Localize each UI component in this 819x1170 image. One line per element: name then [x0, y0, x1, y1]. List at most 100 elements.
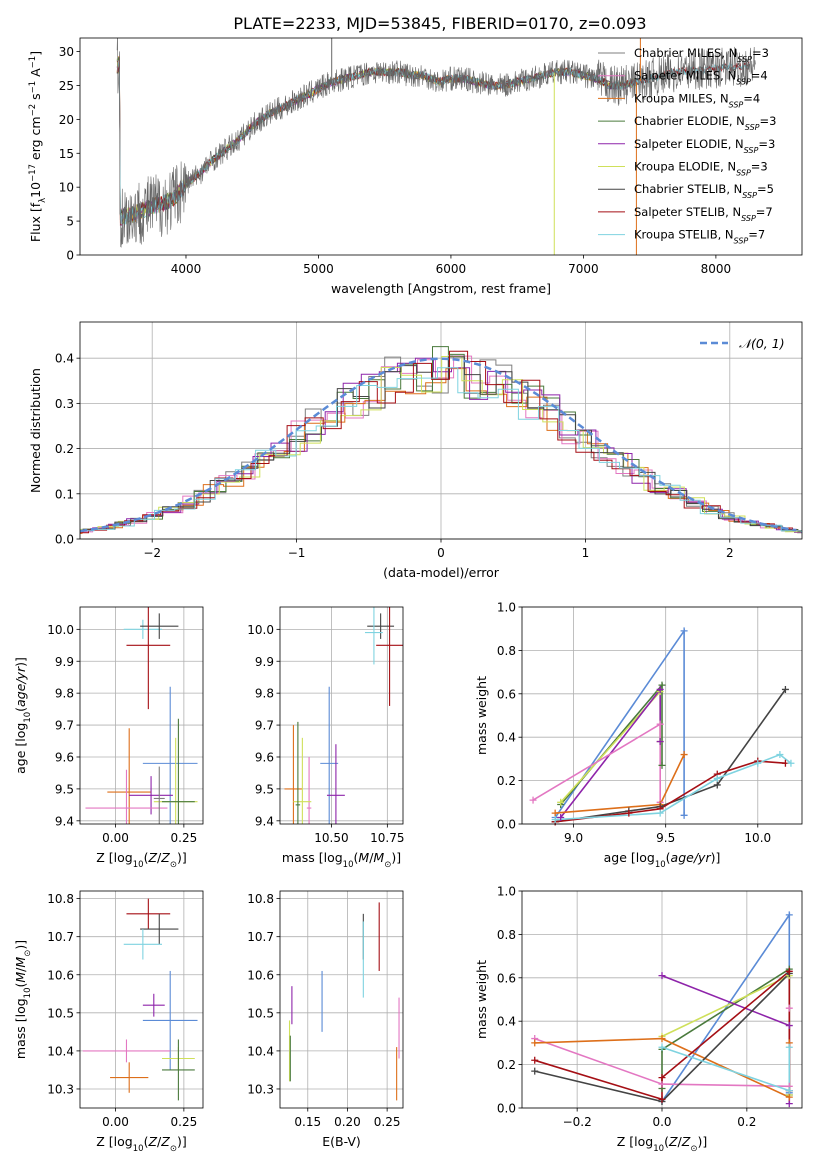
weight-marker: [656, 720, 664, 728]
errorbar-point: [295, 721, 301, 824]
y-tick-label: 10.4: [47, 1044, 74, 1058]
weight-marker: [680, 627, 688, 635]
x-tick-label: 0.00: [102, 831, 129, 845]
y-tick-label: 9.8: [55, 687, 74, 701]
legend-label: Chabrier ELODIE, NSSP=3: [634, 114, 776, 132]
x-tick-label: 9.0: [564, 831, 583, 845]
x-tick-label: 0.20: [334, 1115, 361, 1129]
spectrum-legend: Chabrier MILES, NSSP=3 Salpeter MILES, NS…: [598, 46, 776, 245]
x-tick-label: 9.5: [656, 831, 675, 845]
y-tick-label: 10.3: [47, 1082, 74, 1096]
errorbar-point: [364, 607, 383, 665]
weight-vs-age-chart: 9.0 9.5 10.0 0.0 0.2 0.4 0.6 0.8 1.0 age [log10(a…: [474, 601, 803, 870]
legend-label: Chabrier STELIB, NSSP=5: [634, 182, 774, 200]
spectrum-model-line: [116, 60, 637, 223]
axes-frame: [79, 321, 803, 540]
y-tick-label: 10.3: [247, 1082, 274, 1096]
weight-series-line: [555, 753, 792, 821]
errorbar-point: [153, 766, 165, 824]
age-vs-Z-plot-area: [85, 607, 198, 824]
errorbar-point: [110, 1062, 149, 1093]
axes-frame: [79, 37, 803, 256]
y-tick-label: 10.7: [47, 930, 74, 944]
y-tick-label: 9.6: [55, 750, 74, 764]
y-tick-label: 0.6: [497, 971, 516, 985]
normal-curve: [80, 357, 797, 533]
x-axis-label: mass [log10(M/M⊙)]: [282, 850, 401, 870]
weight-marker: [754, 759, 762, 767]
legend-label: Chabrier MILES, NSSP=3: [634, 46, 769, 64]
x-tick-label: 10.50: [314, 831, 348, 845]
weight-marker: [785, 1100, 793, 1108]
weight-marker: [658, 1095, 666, 1103]
x-tick-label: −0.2: [563, 1115, 592, 1129]
x-tick-label: −2: [143, 546, 161, 560]
y-tick-label: 0.4: [55, 352, 74, 366]
y-axis-label: mass weight: [474, 676, 489, 755]
x-axis-label: Z [log10(Z/Z⊙)]: [96, 1134, 186, 1154]
weight-marker: [531, 1056, 539, 1064]
weight-marker: [656, 738, 664, 746]
errorbar-point: [142, 686, 198, 824]
weight-marker: [656, 685, 664, 693]
y-tick-label: 5: [66, 215, 74, 229]
chart-layers: 4000 5000 6000 7000 8000051015202530waveleng…: [13, 37, 803, 1154]
weight-marker: [531, 1039, 539, 1047]
weight-marker: [785, 1022, 793, 1030]
y-tick-label: 0.4: [497, 1015, 516, 1029]
y-tick-label: 0: [66, 249, 74, 263]
x-axis-label: E(B-V): [322, 1134, 361, 1149]
y-tick-label: 0.2: [55, 442, 74, 456]
y-tick-label: 9.7: [55, 719, 74, 733]
spectrum-data-line: [116, 38, 756, 248]
mass-vs-EBV-chart: 0.15 0.20 0.25 10.3 10.4 10.5 10.6 10.7 10.8 E(B-…: [247, 890, 404, 1149]
errorbar-point: [293, 737, 312, 824]
weight-series-line: [554, 628, 685, 818]
weight-marker: [713, 781, 721, 789]
y-tick-label: 9.4: [55, 814, 74, 828]
y-tick-label: 1.0: [497, 601, 516, 615]
mass-vs-EBV-plot-area: [288, 902, 400, 1101]
y-tick-label: 0.2: [497, 774, 516, 788]
y-tick-label: 0.3: [55, 397, 74, 411]
x-tick-label: 6000: [436, 262, 467, 276]
weight-marker: [658, 1043, 666, 1051]
errorbar-point: [140, 613, 179, 639]
spectrum-model-line: [116, 58, 637, 224]
x-tick-label: −1: [288, 546, 306, 560]
y-tick-label: 25: [59, 79, 74, 93]
y-tick-label: 9.5: [55, 782, 74, 796]
y-tick-label: 9.4: [255, 814, 274, 828]
weight-marker: [531, 1067, 539, 1075]
y-axis-label: Normed distribution: [28, 368, 43, 493]
weight-marker: [785, 967, 793, 975]
weight-marker: [785, 1087, 793, 1095]
spectrum-plot-area: [116, 38, 756, 255]
errorbar-point: [82, 1039, 171, 1063]
weight-marker: [658, 1080, 666, 1088]
spectrum-model-line: [116, 65, 637, 226]
y-tick-label: 10.6: [247, 968, 274, 982]
y-tick-label: 9.6: [255, 750, 274, 764]
x-tick-label: 0.25: [171, 831, 198, 845]
y-tick-label: 9.8: [255, 687, 274, 701]
histogram-series: [80, 368, 802, 534]
y-tick-label: 0.4: [497, 731, 516, 745]
mass-vs-Z-chart: 0.00 0.25 10.3 10.4 10.5 10.6 10.7 10.8 Z [log10…: [13, 890, 204, 1154]
x-tick-label: 10.75: [370, 831, 404, 845]
y-tick-label: 10.8: [47, 892, 74, 906]
errorbar-point: [126, 898, 171, 930]
weight-marker: [785, 1004, 793, 1012]
errorbar-point: [123, 619, 162, 639]
x-axis-label: wavelength [Angstrom, rest frame]: [331, 281, 551, 296]
y-tick-label: 10.5: [47, 1006, 74, 1020]
histogram-series: [80, 367, 802, 533]
weight-vs-age-plot-area: [532, 628, 792, 823]
weight-marker: [656, 809, 664, 817]
errorbar-point: [107, 728, 152, 824]
weight-marker: [785, 1093, 793, 1101]
errorbar-point: [140, 913, 179, 945]
y-tick-label: 0.0: [497, 1102, 516, 1116]
axes-frame: [79, 890, 204, 1109]
x-axis-label: age [log10(age/yr)]: [604, 850, 721, 870]
